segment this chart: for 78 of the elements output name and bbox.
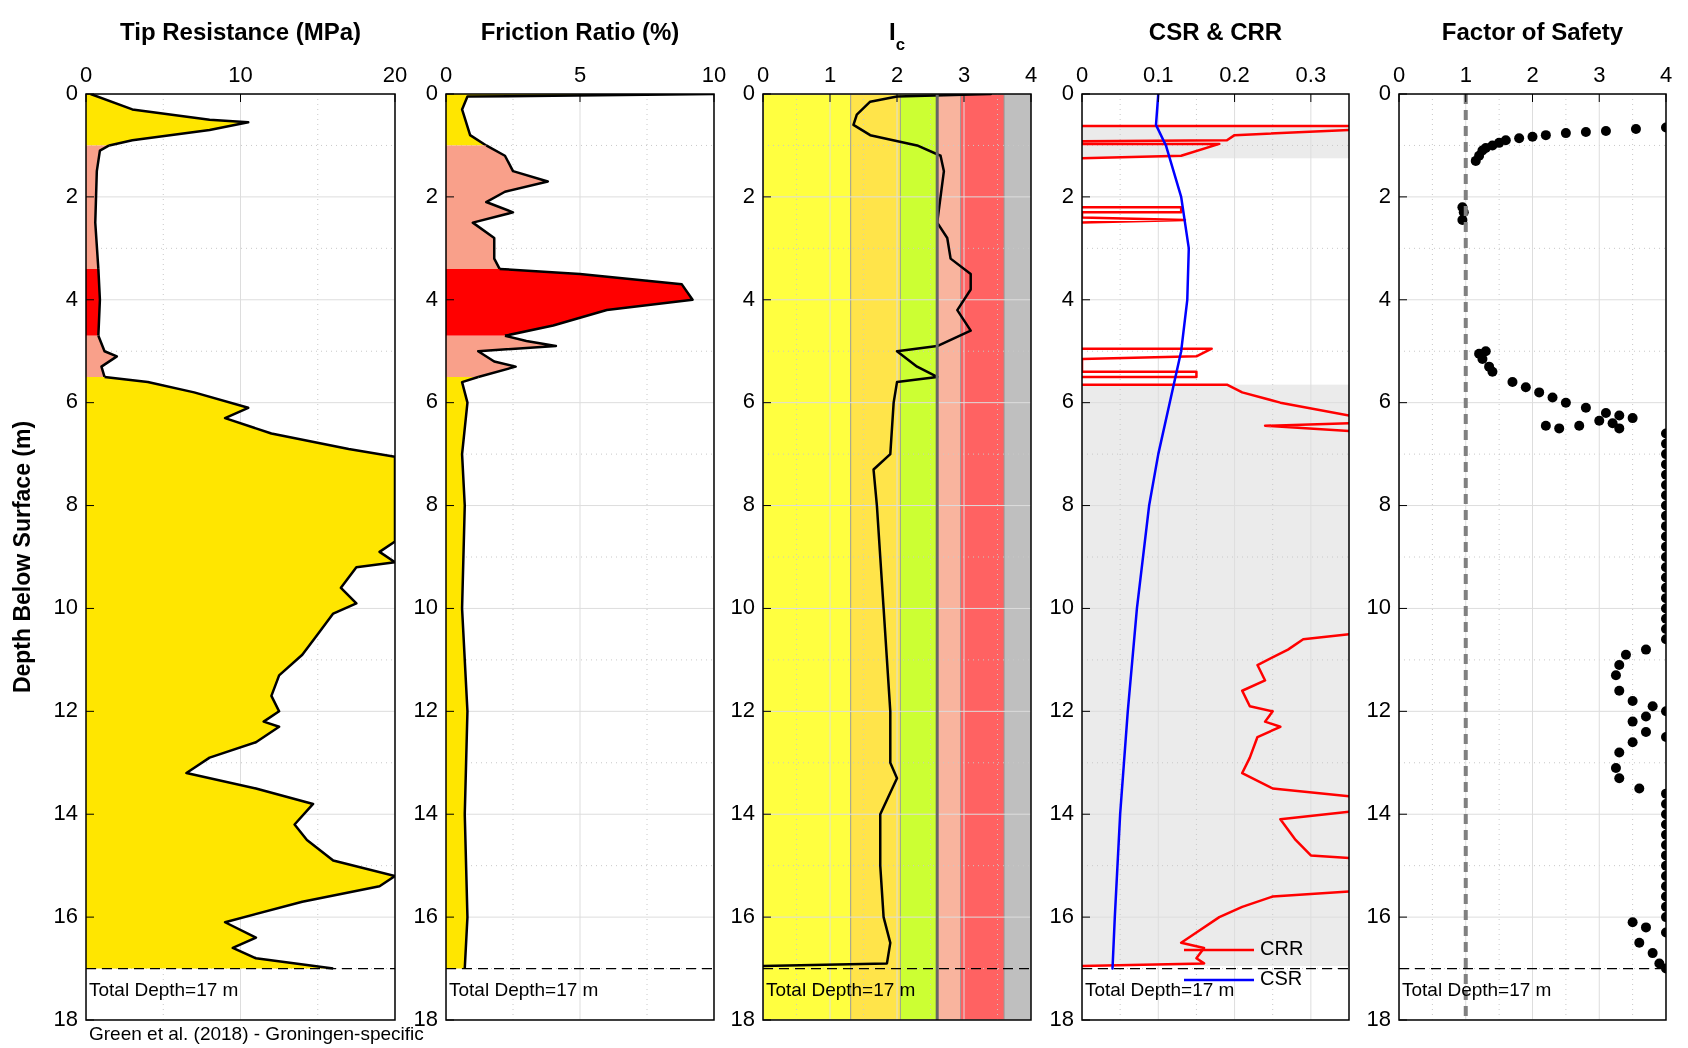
- y-tick-label: 0: [425, 79, 438, 105]
- y-tick-label: 14: [1366, 800, 1391, 826]
- y-tick-label: 16: [413, 902, 438, 928]
- y-tick-label: 10: [413, 594, 438, 620]
- y-tick-label: 0: [65, 79, 78, 105]
- y-tick-label: 16: [1366, 902, 1391, 928]
- x-tick-label: 0.2: [1219, 62, 1250, 87]
- chart-title: I$_{c}$: [888, 18, 906, 54]
- y-tick-label: 14: [53, 800, 78, 826]
- x-tick-label: 2: [890, 62, 904, 87]
- y-tick-label: 18: [730, 1005, 755, 1031]
- y-tick-label: 10: [1049, 594, 1074, 620]
- y-tick-label: 2: [65, 182, 78, 208]
- ref-line-label: Total Depth=17 m: [449, 978, 599, 1000]
- y-axis-title: Depth Below Surface (m): [9, 420, 35, 694]
- y-tick-label: 18: [1049, 1005, 1074, 1031]
- y-tick-label: 0: [1378, 79, 1391, 105]
- y-tick-label: 4: [1061, 285, 1074, 311]
- y-tick-label: 4: [1378, 285, 1391, 311]
- chart-title: Tip Resistance (MPa): [120, 18, 361, 45]
- y-tick-label: 10: [1366, 594, 1391, 620]
- x-tick-label: 0.1: [1142, 62, 1174, 87]
- x-tick-label: 4: [1024, 62, 1038, 87]
- y-tick-label: 2: [425, 182, 438, 208]
- y-tick-label: 10: [53, 594, 78, 620]
- ref-line-label: Total Depth=17 m: [766, 978, 916, 1000]
- y-tick-label: 10: [730, 594, 755, 620]
- y-tick-label: 18: [1366, 1005, 1391, 1031]
- chart-title: Factor of Safety: [1441, 18, 1624, 45]
- y-tick-label: 0: [1061, 79, 1074, 105]
- y-tick-label: 12: [730, 697, 755, 723]
- y-tick-label: 12: [413, 697, 438, 723]
- y-tick-label: 14: [730, 800, 755, 826]
- y-tick-label: 8: [1061, 491, 1074, 517]
- x-tick-label: 1: [823, 62, 837, 87]
- y-tick-label: 4: [742, 285, 755, 311]
- y-tick-label: 16: [730, 902, 755, 928]
- x-tick-label: 5: [573, 62, 587, 87]
- ref-line-label: Total Depth=17 m: [89, 978, 239, 1000]
- y-tick-label: 6: [425, 388, 438, 414]
- line-series: [1111, 94, 1191, 970]
- y-tick-label: 6: [1378, 388, 1391, 414]
- x-tick-label: 2: [1526, 62, 1539, 87]
- y-tick-label: 4: [65, 285, 78, 311]
- chart-title: CSR & CRR: [1148, 18, 1283, 45]
- y-tick-label: 12: [53, 697, 78, 723]
- x-tick-label: 1: [1459, 62, 1472, 87]
- y-tick-label: 8: [425, 491, 438, 517]
- y-tick-label: 0: [742, 79, 755, 105]
- y-tick-label: 6: [65, 388, 78, 414]
- x-tick-label: 4: [1659, 62, 1673, 87]
- y-tick-label: 2: [742, 182, 755, 208]
- x-tick-label: 3: [957, 62, 971, 87]
- y-tick-label: 14: [1049, 800, 1074, 826]
- y-tick-label: 12: [1049, 697, 1074, 723]
- y-tick-label: 6: [742, 388, 755, 414]
- ref-line-label: Total Depth=17 m: [1085, 978, 1235, 1000]
- y-tick-label: 2: [1378, 182, 1391, 208]
- x-tick-label: 10: [701, 62, 727, 87]
- y-tick-label: 12: [1366, 697, 1391, 723]
- y-tick-label: 6: [1061, 388, 1074, 414]
- y-tick-label: 8: [742, 491, 755, 517]
- ref-line-label: Total Depth=17 m: [1402, 978, 1552, 1000]
- y-tick-label: 16: [53, 902, 78, 928]
- y-tick-label: 8: [65, 491, 78, 517]
- x-tick-label: 20: [382, 62, 408, 87]
- x-tick-label: 10: [228, 62, 253, 87]
- x-tick-label: 0.3: [1295, 62, 1327, 87]
- chart-title: Friction Ratio (%): [480, 18, 680, 45]
- legend-label: CSR: [1260, 967, 1303, 990]
- y-tick-label: 4: [425, 285, 438, 311]
- y-tick-label: 14: [413, 800, 438, 826]
- y-tick-label: 2: [1061, 182, 1074, 208]
- y-tick-label: 16: [1049, 902, 1074, 928]
- x-tick-label: 3: [1593, 62, 1606, 87]
- y-tick-label: 18: [53, 1005, 78, 1031]
- y-tick-label: 8: [1378, 491, 1391, 517]
- legend-label: CRR: [1260, 937, 1304, 960]
